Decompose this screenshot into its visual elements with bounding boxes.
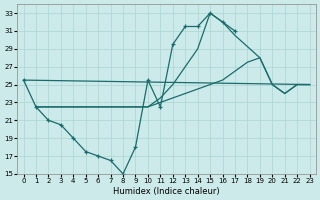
X-axis label: Humidex (Indice chaleur): Humidex (Indice chaleur) (113, 187, 220, 196)
